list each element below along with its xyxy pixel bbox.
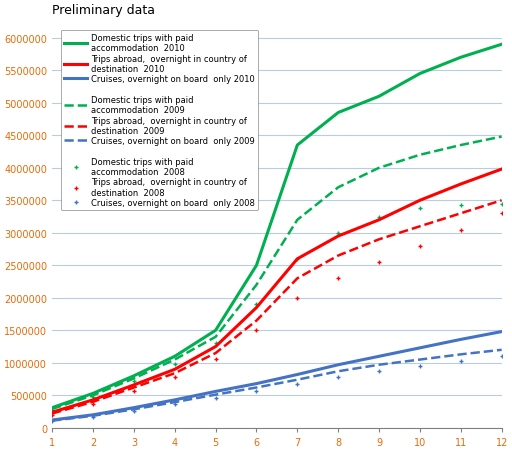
Text: Preliminary data: Preliminary data <box>52 4 155 17</box>
Legend: Domestic trips with paid
accommodation  2010, Trips abroad,  overnight in countr: Domestic trips with paid accommodation 2… <box>61 31 258 211</box>
